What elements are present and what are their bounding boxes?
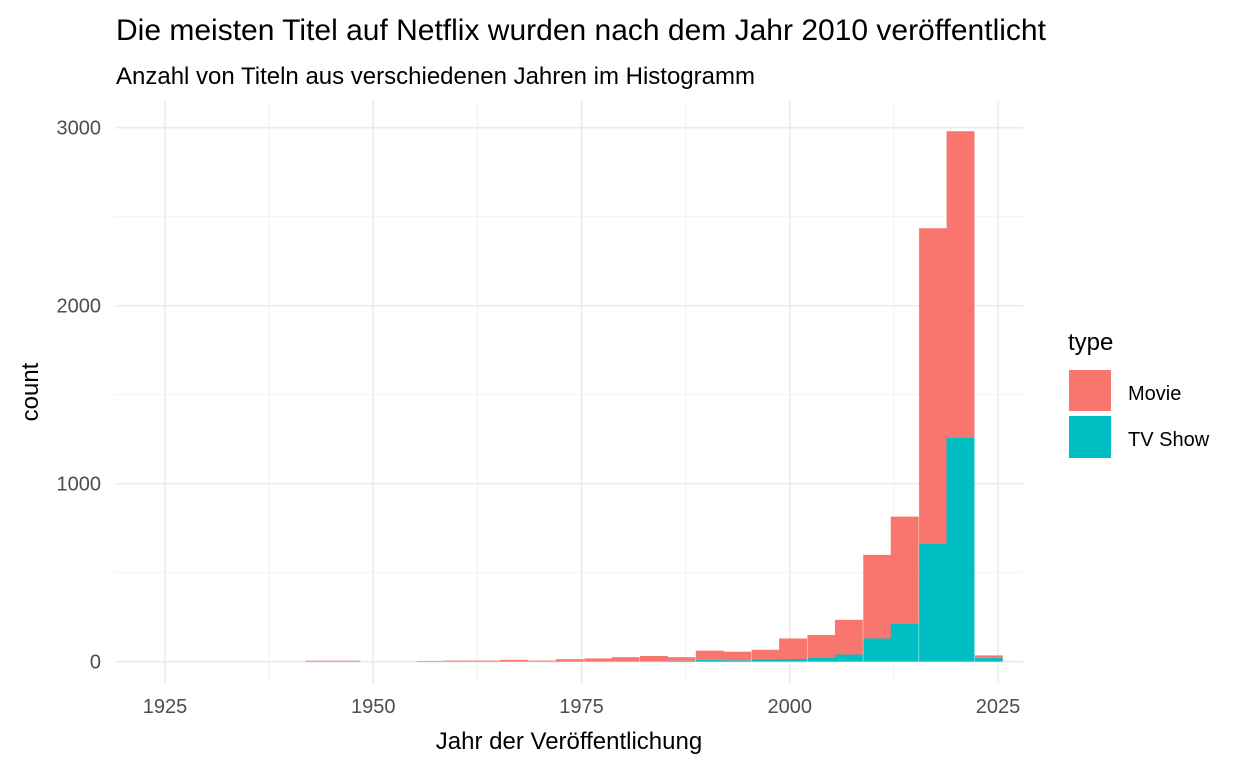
chart-title: Die meisten Titel auf Netflix wurden nac… bbox=[116, 14, 1047, 47]
bar-movie bbox=[695, 650, 724, 660]
bar-movie bbox=[305, 660, 334, 662]
bar-movie bbox=[974, 655, 1003, 659]
bar-movie bbox=[332, 660, 361, 662]
y-tick-label: 0 bbox=[90, 652, 101, 674]
y-tick-label: 3000 bbox=[57, 118, 102, 140]
x-tick-label: 1925 bbox=[143, 696, 188, 718]
x-tick-label: 1975 bbox=[559, 696, 604, 718]
legend: type Movie TV Show bbox=[1068, 329, 1210, 458]
bar-movie bbox=[640, 655, 668, 662]
bar-tv-show bbox=[946, 437, 975, 662]
bar-movie bbox=[584, 658, 613, 662]
x-axis-ticks: 1925 1950 1975 2000 2025 bbox=[143, 696, 1021, 718]
bar-movie bbox=[472, 660, 501, 662]
bar-movie bbox=[723, 651, 752, 661]
bar-tv-show bbox=[779, 658, 808, 662]
bar-movie bbox=[919, 228, 947, 544]
y-axis-ticks: 0 1000 2000 3000 bbox=[57, 118, 102, 674]
legend-label-tv-show: TV Show bbox=[1128, 429, 1210, 451]
bar-movie bbox=[667, 657, 696, 661]
bar-movie bbox=[807, 634, 836, 658]
bar-movie bbox=[946, 131, 975, 438]
x-axis-label: Jahr der Veröffentlichung bbox=[436, 728, 702, 755]
bar-movie bbox=[416, 660, 445, 662]
bar-movie bbox=[834, 619, 863, 655]
bar-tv-show bbox=[863, 638, 892, 662]
bar-movie bbox=[890, 516, 919, 624]
bar-tv-show bbox=[834, 654, 863, 662]
bar-movie bbox=[444, 660, 473, 662]
bar-tv-show bbox=[807, 657, 836, 662]
x-tick-label: 1950 bbox=[351, 696, 396, 718]
minor-gridlines bbox=[115, 101, 1023, 683]
bar-movie bbox=[611, 657, 640, 662]
legend-swatch-movie bbox=[1069, 370, 1111, 411]
legend-title: type bbox=[1068, 329, 1113, 356]
legend-label-movie: Movie bbox=[1128, 383, 1181, 405]
bar-tv-show bbox=[919, 543, 947, 662]
chart-subtitle: Anzahl von Titeln aus verschiedenen Jahr… bbox=[116, 63, 755, 90]
bar-tv-show bbox=[695, 659, 724, 662]
y-tick-label: 2000 bbox=[57, 296, 102, 318]
bar-tv-show bbox=[667, 660, 696, 662]
bar-movie bbox=[528, 660, 557, 662]
bar-tv-show bbox=[890, 623, 919, 662]
bar-tv-show bbox=[723, 660, 752, 662]
bar-tv-show bbox=[751, 659, 780, 662]
bar-movie bbox=[555, 659, 584, 662]
bar-movie bbox=[751, 649, 780, 660]
bar-movie bbox=[500, 659, 528, 662]
histogram-bars bbox=[305, 131, 1003, 662]
bar-tv-show bbox=[974, 658, 1003, 662]
bar-movie bbox=[863, 554, 892, 639]
y-axis-label: count bbox=[17, 362, 44, 421]
x-tick-label: 2025 bbox=[976, 696, 1021, 718]
bar-movie bbox=[779, 638, 808, 659]
y-tick-label: 1000 bbox=[57, 474, 102, 496]
x-tick-label: 2000 bbox=[768, 696, 813, 718]
legend-swatch-tv-show bbox=[1069, 416, 1111, 458]
